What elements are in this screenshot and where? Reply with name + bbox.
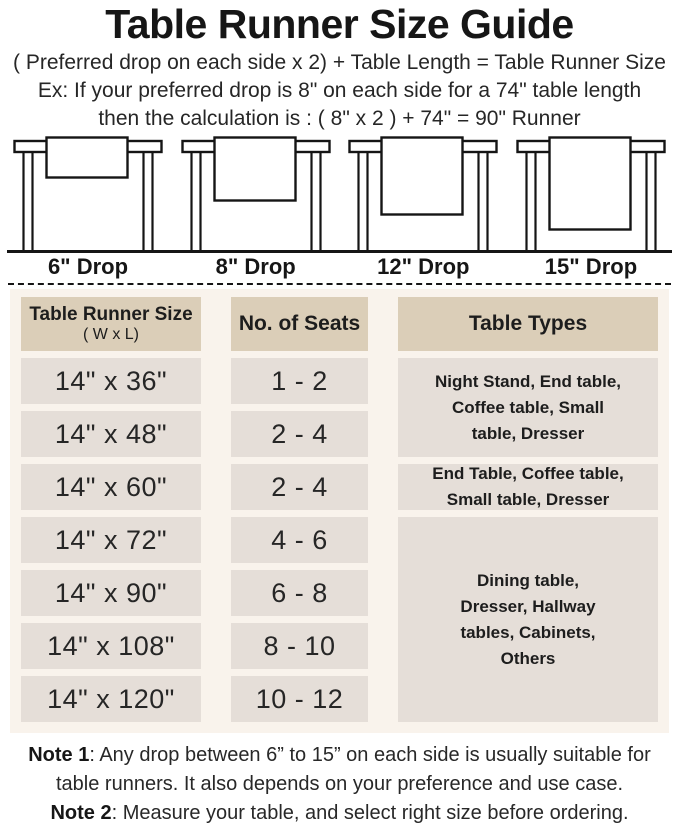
column-header-size: Table Runner Size ( W x L) (21, 297, 201, 351)
table-drop-6-illustration (13, 136, 163, 250)
seats-cell: 2 - 4 (231, 464, 368, 510)
table-types-group-2: End Table, Coffee table, Small table, Dr… (398, 464, 658, 510)
drop-label-6: 6" Drop (47, 254, 129, 279)
footnotes: Note 1: Any drop between 6” to 15” on ea… (0, 741, 679, 828)
column-header-seats: No. of Seats (231, 297, 368, 351)
column-header-types: Table Types (398, 297, 658, 351)
dashed-divider (8, 283, 671, 285)
table-drop-12-illustration (348, 136, 499, 250)
floor-line (7, 250, 672, 253)
seats-cell: 4 - 6 (231, 517, 368, 563)
runner-size-formula: ( Preferred drop on each side x 2) + Tab… (13, 51, 666, 74)
page-title: Table Runner Size Guide (105, 1, 574, 47)
column-header-size-title: Table Runner Size (29, 304, 193, 325)
size-cell: 14" x 60" (21, 464, 201, 510)
example-line-1: Ex: If your preferred drop is 8" on each… (37, 79, 642, 102)
note-2: Note 2: Measure your table, and select r… (2, 799, 677, 828)
table-drop-15-illustration (516, 136, 666, 250)
note-2-text: : Measure your table, and select right s… (111, 802, 629, 824)
table-types-group-1: Night Stand, End table, Coffee table, Sm… (398, 358, 658, 457)
note-1-label: Note 1 (28, 744, 90, 766)
column-header-size-subtitle: ( W x L) (83, 326, 139, 343)
seats-cell: 1 - 2 (231, 358, 368, 404)
size-cell: 14" x 72" (21, 517, 201, 563)
seats-cell: 2 - 4 (231, 411, 368, 457)
drop-illustrations (0, 136, 679, 250)
size-cell: 14" x 108" (21, 623, 201, 669)
size-cell: 14" x 120" (21, 676, 201, 722)
seats-cell: 6 - 8 (231, 570, 368, 616)
drop-label-12: 12" Drop (377, 254, 470, 279)
size-guide-table: Table Runner Size ( W x L) No. of Seats … (21, 297, 658, 722)
drop-label-row: 6" Drop 8" Drop 12" Drop 15" Drop (0, 254, 679, 280)
note-1-text: : Any drop between 6” to 15” on each sid… (55, 744, 651, 795)
size-cell: 14" x 90" (21, 570, 201, 616)
table-drop-8-illustration (180, 136, 331, 250)
drop-label-15: 15" Drop (544, 254, 638, 279)
table-types-group-3: Dining table, Dresser, Hallway tables, C… (398, 517, 658, 722)
example-line-2: then the calculation is : ( 8" x 2 ) + 7… (98, 107, 581, 130)
note-2-label: Note 2 (50, 802, 112, 824)
note-1: Note 1: Any drop between 6” to 15” on ea… (2, 741, 677, 799)
seats-cell: 8 - 10 (231, 623, 368, 669)
drop-label-8: 8" Drop (215, 254, 296, 279)
size-cell: 14" x 36" (21, 358, 201, 404)
size-cell: 14" x 48" (21, 411, 201, 457)
seats-cell: 10 - 12 (231, 676, 368, 722)
size-guide-panel: Table Runner Size ( W x L) No. of Seats … (10, 289, 669, 733)
